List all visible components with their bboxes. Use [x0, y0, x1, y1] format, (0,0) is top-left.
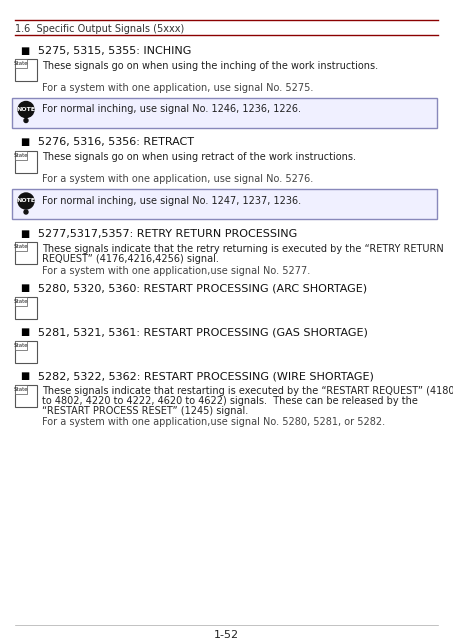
Bar	[15, 385, 27, 394]
Circle shape	[24, 118, 28, 122]
Text: 5282, 5322, 5362: RESTART PROCESSING (WIRE SHORTAGE): 5282, 5322, 5362: RESTART PROCESSING (WI…	[38, 371, 374, 381]
Text: These signals go on when using retract of the work instructions.: These signals go on when using retract o…	[42, 152, 356, 163]
Text: State: State	[14, 299, 29, 303]
Bar	[15, 340, 37, 362]
Bar	[15, 59, 27, 68]
Bar	[12, 189, 437, 219]
Bar	[15, 340, 27, 349]
Text: For normal inching, use signal No. 1247, 1237, 1236.: For normal inching, use signal No. 1247,…	[42, 196, 301, 206]
Text: ■: ■	[20, 138, 29, 147]
Text: State: State	[14, 152, 29, 157]
Text: NOTE: NOTE	[16, 107, 35, 112]
Bar	[15, 385, 37, 406]
Text: State: State	[14, 387, 29, 392]
Text: 5276, 5316, 5356: RETRACT: 5276, 5316, 5356: RETRACT	[38, 138, 194, 147]
Text: ■: ■	[20, 229, 29, 239]
Text: For normal inching, use signal No. 1246, 1236, 1226.: For normal inching, use signal No. 1246,…	[42, 104, 301, 115]
Text: State: State	[14, 342, 29, 348]
Bar	[15, 150, 37, 173]
Text: NOTE: NOTE	[16, 198, 35, 204]
Bar	[15, 296, 37, 319]
Bar	[15, 150, 27, 160]
Bar	[15, 242, 37, 264]
Text: 5275, 5315, 5355: INCHING: 5275, 5315, 5355: INCHING	[38, 46, 191, 56]
Text: 1-52: 1-52	[213, 630, 239, 640]
Bar	[15, 296, 27, 306]
Text: ■: ■	[20, 328, 29, 337]
Circle shape	[18, 102, 34, 118]
Text: These signals indicate that the retry returning is executed by the “RETRY RETURN: These signals indicate that the retry re…	[42, 244, 444, 254]
Text: For a system with one application, use signal No. 5276.: For a system with one application, use s…	[42, 175, 313, 184]
Text: 5277,5317,5357: RETRY RETURN PROCESSING: 5277,5317,5357: RETRY RETURN PROCESSING	[38, 229, 297, 239]
Text: 5281, 5321, 5361: RESTART PROCESSING (GAS SHORTAGE): 5281, 5321, 5361: RESTART PROCESSING (GA…	[38, 328, 368, 337]
Text: For a system with one application,use signal No. 5280, 5281, or 5282.: For a system with one application,use si…	[42, 417, 385, 427]
Text: These signals go on when using the inching of the work instructions.: These signals go on when using the inchi…	[42, 61, 378, 71]
Text: 5280, 5320, 5360: RESTART PROCESSING (ARC SHORTAGE): 5280, 5320, 5360: RESTART PROCESSING (AR…	[38, 284, 367, 294]
Bar	[12, 97, 437, 127]
Text: ■: ■	[20, 284, 29, 294]
Text: For a system with one application,use signal No. 5277.: For a system with one application,use si…	[42, 266, 310, 276]
Text: For a system with one application, use signal No. 5275.: For a system with one application, use s…	[42, 83, 313, 93]
Text: These signals indicate that restarting is executed by the “RESTART REQUEST” (418: These signals indicate that restarting i…	[42, 387, 453, 397]
Bar	[15, 59, 37, 81]
Text: 1.6  Specific Output Signals (5xxx): 1.6 Specific Output Signals (5xxx)	[15, 24, 184, 34]
Text: to 4802, 4220 to 4222, 4620 to 4622) signals.  These can be released by the: to 4802, 4220 to 4222, 4620 to 4622) sig…	[42, 396, 418, 406]
Text: “RESTART PROCESS RESET” (1245) signal.: “RESTART PROCESS RESET” (1245) signal.	[42, 406, 248, 415]
Bar	[15, 242, 27, 252]
Text: State: State	[14, 61, 29, 66]
Text: REQUEST” (4176,4216,4256) signal.: REQUEST” (4176,4216,4256) signal.	[42, 253, 219, 264]
Circle shape	[24, 210, 28, 214]
Text: ■: ■	[20, 371, 29, 381]
Circle shape	[18, 193, 34, 209]
Text: ■: ■	[20, 46, 29, 56]
Text: State: State	[14, 244, 29, 249]
